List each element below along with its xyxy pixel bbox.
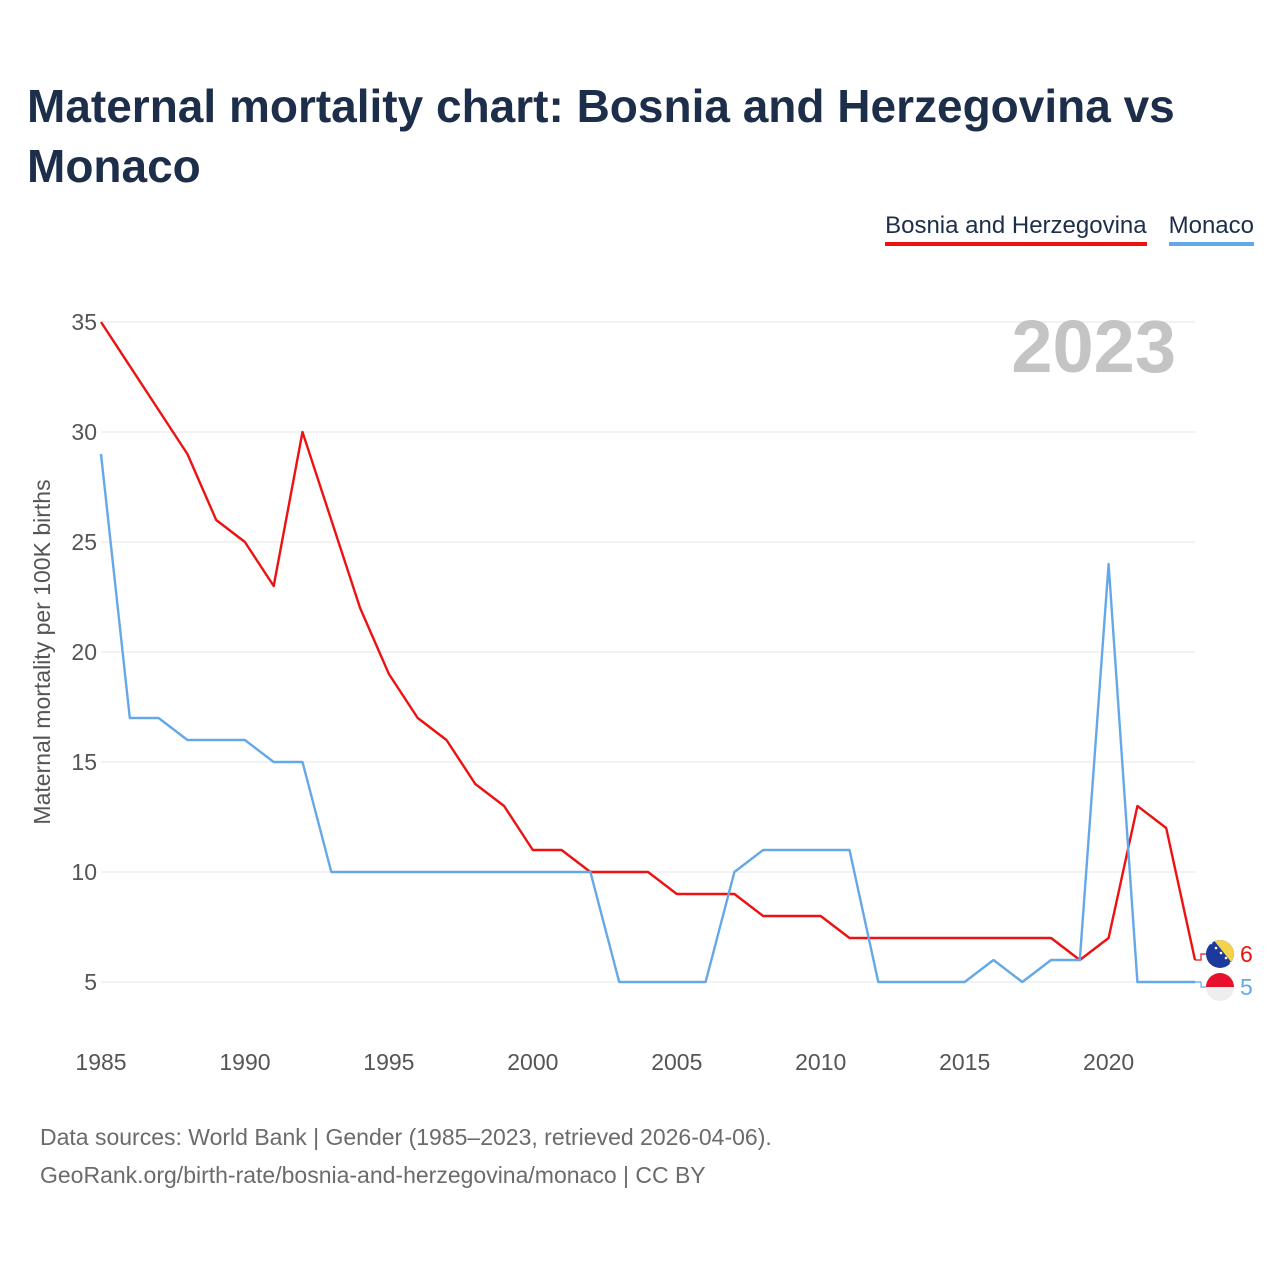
- monaco-flag-icon: [1206, 973, 1234, 1001]
- y-tick-label: 25: [71, 529, 97, 555]
- end-connector-bih: [1195, 953, 1207, 961]
- x-tick-label: 2005: [651, 1049, 702, 1075]
- legend: Bosnia and Herzegovina Monaco: [885, 212, 1254, 246]
- x-tick-label: 1995: [363, 1049, 414, 1075]
- year-watermark: 2023: [1011, 305, 1176, 388]
- y-tick-label: 5: [84, 969, 97, 995]
- gridlines: [101, 321, 1195, 983]
- y-tick-label: 20: [71, 639, 97, 665]
- end-connector-mco: [1195, 981, 1207, 988]
- y-tick-label: 10: [71, 859, 97, 885]
- y-tick-label: 30: [71, 419, 97, 445]
- x-tick-label: 2015: [939, 1049, 990, 1075]
- x-axis-ticks: 1985 1990 1995 2000 2005 2010 2015 2020: [75, 1049, 1134, 1075]
- x-tick-label: 1985: [75, 1049, 126, 1075]
- legend-item-bosnia[interactable]: Bosnia and Herzegovina: [885, 212, 1147, 246]
- legend-item-monaco[interactable]: Monaco: [1168, 212, 1254, 246]
- y-axis-label: Maternal mortality per 100K births: [29, 479, 55, 824]
- series-line-mco[interactable]: [99, 453, 1195, 984]
- x-tick-label: 2000: [507, 1049, 558, 1075]
- y-axis-ticks: 5 10 15 20 25 30 35: [71, 309, 97, 995]
- x-tick-label: 1990: [219, 1049, 270, 1075]
- chart-title: Maternal mortality chart: Bosnia and Her…: [27, 80, 1175, 192]
- end-value-label-mco: 5: [1240, 974, 1253, 1000]
- footer: Data sources: World Bank | Gender (1985–…: [40, 1118, 772, 1194]
- series-lines: [99, 321, 1197, 984]
- series-line-bih[interactable]: [99, 321, 1197, 962]
- footer-sources: Data sources: World Bank | Gender (1985–…: [40, 1124, 772, 1150]
- footer-link[interactable]: GeoRank.org/birth-rate/bosnia-and-herzeg…: [40, 1162, 706, 1188]
- end-value-label-bih: 6: [1240, 941, 1253, 967]
- x-tick-label: 2020: [1083, 1049, 1134, 1075]
- bosnia-flag-icon: [1206, 940, 1234, 968]
- end-markers: 65: [1195, 940, 1253, 1001]
- x-tick-label: 2010: [795, 1049, 846, 1075]
- y-tick-label: 35: [71, 309, 97, 335]
- y-tick-label: 15: [71, 749, 97, 775]
